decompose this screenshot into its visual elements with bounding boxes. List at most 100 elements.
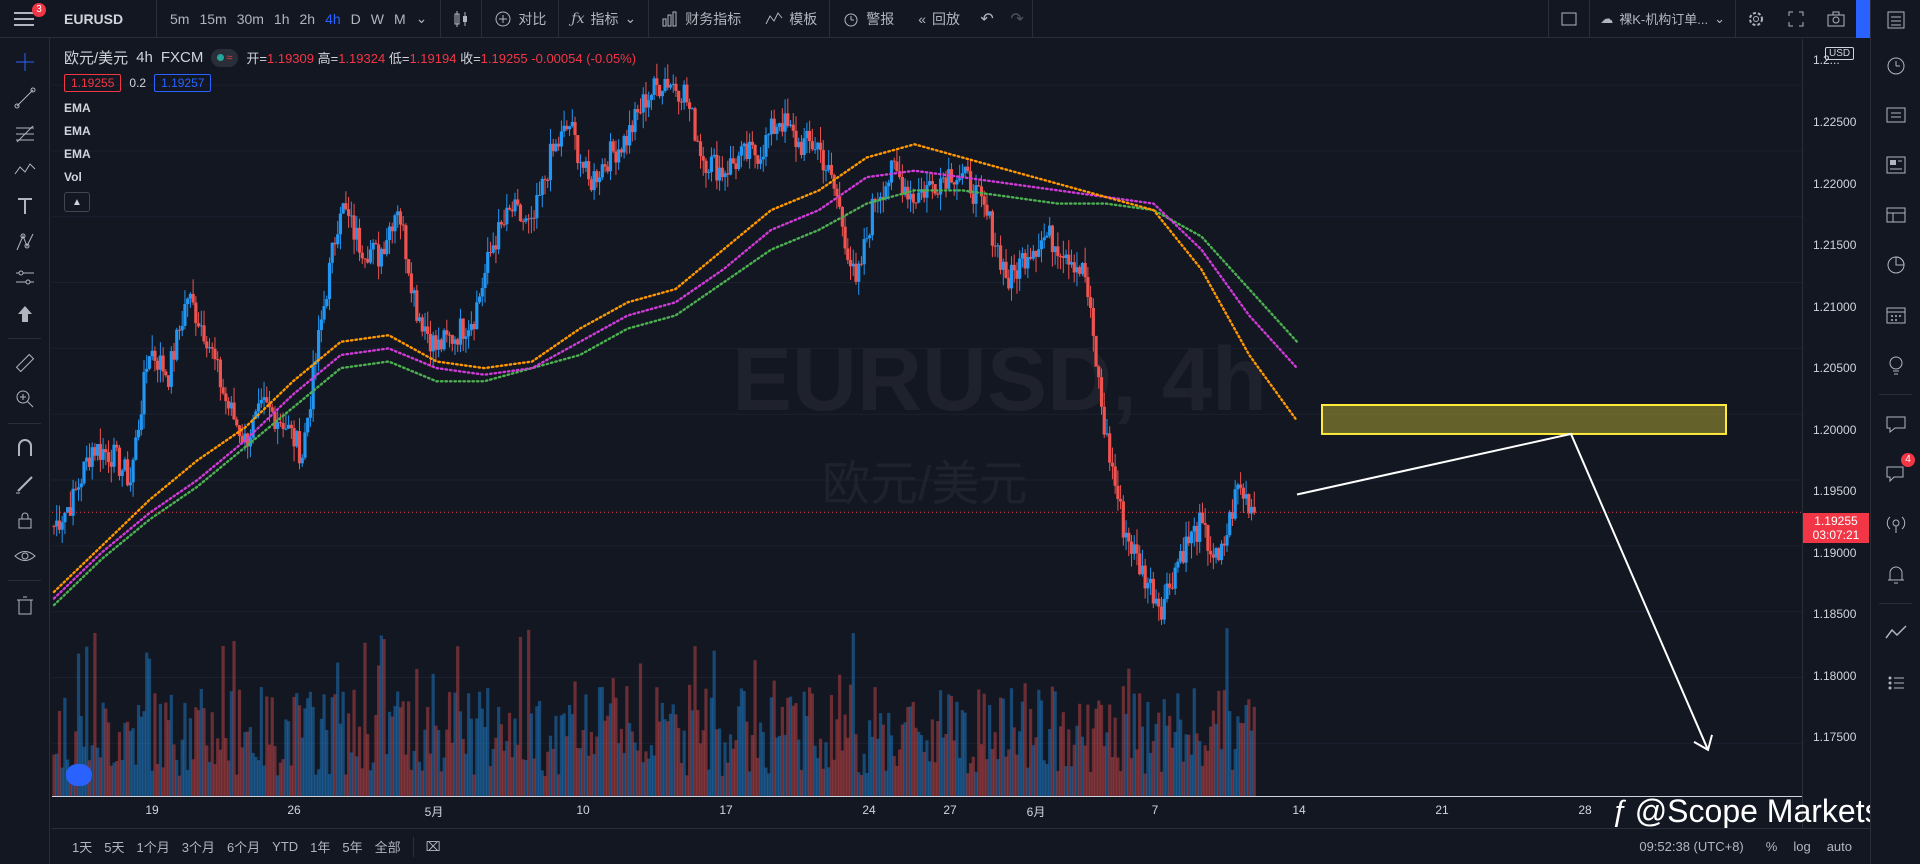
- volume-bar: [693, 646, 697, 796]
- ideas-button[interactable]: [1871, 340, 1920, 390]
- price-chart[interactable]: [52, 39, 1802, 796]
- interval-5m[interactable]: 5m: [170, 10, 190, 27]
- candle-body: [761, 156, 765, 160]
- magnet-tool[interactable]: [0, 430, 50, 466]
- candle-body: [649, 95, 654, 100]
- plus-circle-icon: [495, 11, 511, 26]
- candle-body: [576, 135, 580, 163]
- candle-body: [286, 424, 291, 429]
- measure-group-tool[interactable]: [0, 260, 50, 296]
- crosshair-tool[interactable]: [0, 44, 50, 80]
- financials-button[interactable]: 财务指标: [649, 0, 753, 38]
- menu-button[interactable]: 3: [0, 0, 50, 38]
- hotlists-button[interactable]: [1871, 240, 1920, 290]
- trendline-tool[interactable]: [0, 80, 50, 116]
- interval-2h[interactable]: 2h: [299, 10, 316, 27]
- candle-body: [682, 84, 686, 103]
- legend-interval: 4h: [136, 49, 153, 66]
- interval-4h[interactable]: 4h: [325, 10, 341, 27]
- legend-collapse-button[interactable]: ▲: [64, 192, 90, 212]
- volume-bar: [1056, 770, 1060, 796]
- candle-body: [958, 178, 962, 181]
- remove-drawings-tool[interactable]: [0, 587, 50, 623]
- ruler-tool[interactable]: [0, 345, 50, 381]
- chart-type-button[interactable]: [441, 0, 481, 38]
- alert-button[interactable]: 警报: [830, 0, 906, 38]
- interval-m[interactable]: M: [394, 10, 406, 27]
- range-1m[interactable]: 1个月: [136, 840, 170, 855]
- templates-button[interactable]: 模板: [753, 0, 829, 38]
- interval-15m[interactable]: 15m: [199, 10, 227, 27]
- alerts-panel-button[interactable]: [1871, 40, 1920, 90]
- range-all[interactable]: 全部: [374, 840, 401, 855]
- indicator-ema-2[interactable]: EMA: [64, 124, 91, 138]
- currency-label[interactable]: USD: [1825, 47, 1855, 60]
- supply-zone-rect: [1321, 403, 1727, 435]
- visibility-tool[interactable]: [0, 538, 50, 574]
- dom-button[interactable]: [1871, 658, 1920, 708]
- text-tool[interactable]: [0, 188, 50, 224]
- news-button[interactable]: [1871, 140, 1920, 190]
- range-1y[interactable]: 1年: [310, 840, 331, 855]
- interval-1h[interactable]: 1h: [273, 10, 290, 27]
- symbol-search-button[interactable]: EURUSD: [64, 10, 124, 27]
- buy-price-button[interactable]: 1.19257: [154, 74, 212, 92]
- tradingview-logo[interactable]: [66, 764, 92, 786]
- chat-button[interactable]: [1871, 399, 1920, 449]
- market-status-toggle[interactable]: ≈: [211, 48, 239, 67]
- interval-w[interactable]: W: [370, 10, 384, 27]
- fullscreen-button[interactable]: [1776, 0, 1816, 38]
- compare-button[interactable]: 对比: [482, 0, 558, 38]
- log-scale-toggle[interactable]: log: [1793, 839, 1811, 854]
- screener-button[interactable]: [1871, 190, 1920, 240]
- arrow-tool[interactable]: [0, 296, 50, 332]
- indicator-vol[interactable]: Vol: [64, 170, 82, 184]
- pattern-tool[interactable]: [0, 152, 50, 188]
- broadcast-button[interactable]: [1871, 499, 1920, 549]
- range-6m[interactable]: 6个月: [226, 840, 261, 855]
- chevron-down-icon[interactable]: ⌄: [415, 10, 428, 26]
- saved-layout-button[interactable]: ☁ 裸K-机构订单... ⌄: [1600, 10, 1725, 28]
- indicators-button[interactable]: ƒx 指标 ⌄: [571, 10, 637, 27]
- draw-mode-tool[interactable]: [0, 466, 50, 502]
- range-ytd[interactable]: YTD: [272, 839, 299, 854]
- settings-button[interactable]: [1736, 0, 1776, 38]
- range-3m[interactable]: 3个月: [181, 840, 215, 855]
- fib-tool[interactable]: [0, 116, 50, 152]
- percent-scale-toggle[interactable]: %: [1765, 839, 1778, 854]
- prediction-tool[interactable]: [0, 224, 50, 260]
- legend-symbol-title[interactable]: 欧元/美元: [64, 50, 129, 67]
- zoom-tool[interactable]: [0, 381, 50, 417]
- lock-tool[interactable]: [0, 502, 50, 538]
- indicator-ema-3[interactable]: EMA: [64, 147, 91, 161]
- notifications-button[interactable]: [1871, 549, 1920, 599]
- auto-scale-toggle[interactable]: auto: [1826, 839, 1852, 854]
- interval-30m[interactable]: 30m: [236, 10, 264, 27]
- layout-select-button[interactable]: [1549, 0, 1589, 38]
- indicator-ema-1[interactable]: EMA: [64, 101, 91, 115]
- price-axis[interactable]: USD 1.2... 1.22500 1.22000 1.21500 1.210…: [1802, 39, 1870, 829]
- time-axis[interactable]: 19 26 5月 10 17 24 27 6月 7 14 21 28: [52, 796, 1802, 824]
- replay-button[interactable]: « 回放: [918, 10, 961, 27]
- snapshot-button[interactable]: [1816, 0, 1856, 38]
- watchlist-button[interactable]: [1871, 0, 1920, 40]
- redo-button[interactable]: ↷: [1002, 0, 1032, 38]
- candle-body: [1075, 267, 1079, 273]
- range-5y[interactable]: 5年: [342, 840, 363, 855]
- sell-price-button[interactable]: 1.19255: [64, 74, 122, 92]
- undo-button[interactable]: ↶: [972, 0, 1002, 38]
- go-to-date-icon[interactable]: ⌧: [425, 838, 441, 854]
- range-1d[interactable]: 1天: [72, 840, 93, 855]
- streams-button[interactable]: 4: [1871, 449, 1920, 499]
- interval-d[interactable]: D: [350, 10, 361, 27]
- chart-pane[interactable]: EURUSD, 4h 欧元/美元 欧元/美元 4h FXCM ≈ 开=1.193…: [52, 39, 1870, 829]
- data-window-button[interactable]: [1871, 90, 1920, 140]
- candle-body: [205, 341, 209, 349]
- clock[interactable]: 09:52:38 (UTC+8): [1639, 839, 1744, 854]
- volume-bar: [450, 742, 454, 796]
- range-5d[interactable]: 5天: [104, 840, 125, 855]
- calendar-button[interactable]: [1871, 290, 1920, 340]
- candle-body: [535, 195, 539, 219]
- trading-panel-button[interactable]: [1871, 608, 1920, 658]
- fib-icon: [16, 125, 34, 143]
